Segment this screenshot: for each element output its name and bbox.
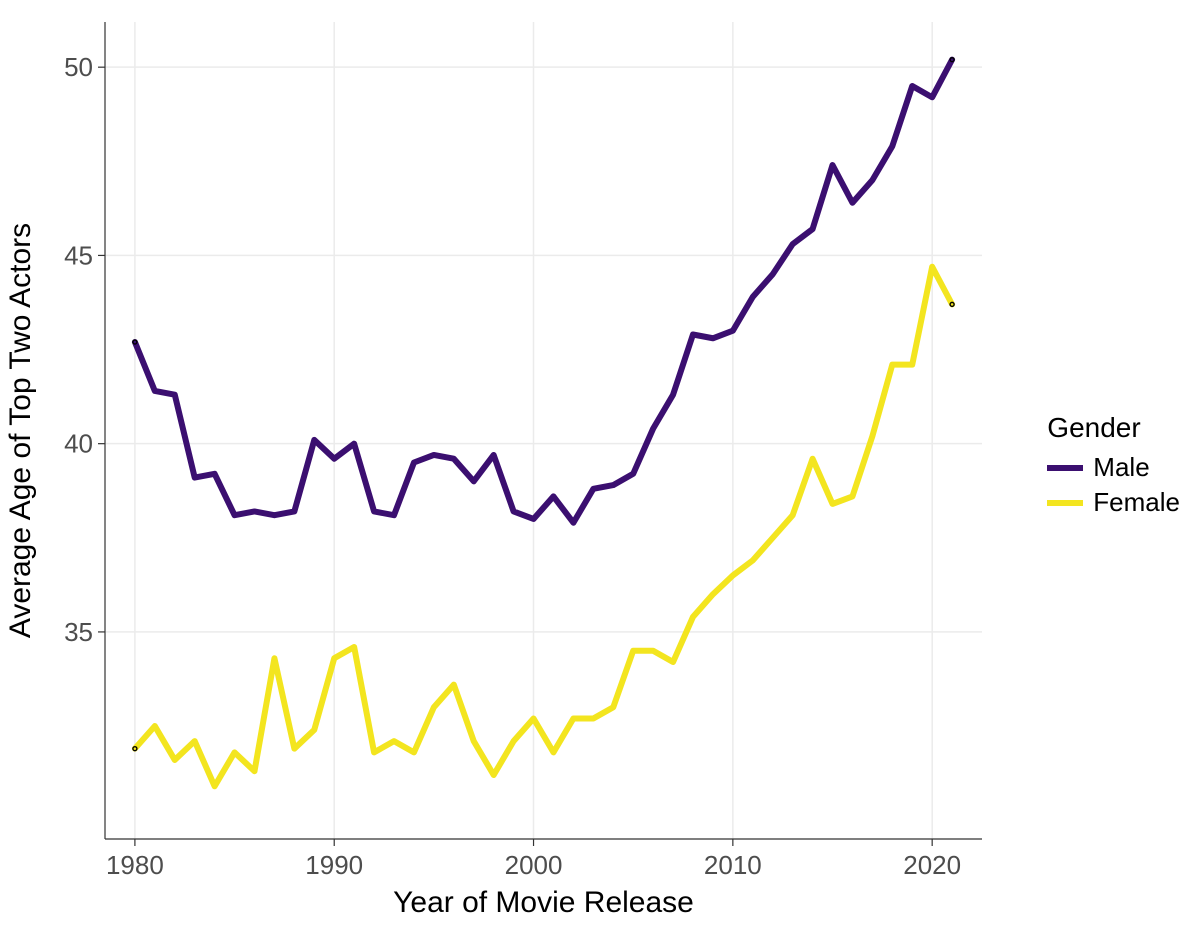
legend: Gender Male Female <box>1037 412 1200 522</box>
endpoint-marker <box>950 58 954 62</box>
legend-swatch <box>1047 465 1083 471</box>
y-tick-label: 35 <box>64 617 93 647</box>
y-tick-label: 50 <box>64 52 93 82</box>
x-tick-label: 2000 <box>505 850 563 880</box>
x-tick-label: 1990 <box>305 850 363 880</box>
x-tick-label: 1980 <box>106 850 164 880</box>
y-axis-title: Average Age of Top Two Actors <box>4 223 37 638</box>
y-tick-label: 40 <box>64 429 93 459</box>
x-tick-label: 2020 <box>903 850 961 880</box>
legend-label: Male <box>1093 452 1149 483</box>
chart-plot-area: 1980 1990 2000 2010 2020 35 40 45 50 Year of Movi… <box>0 0 1037 934</box>
legend-item: Female <box>1047 487 1180 518</box>
legend-label: Female <box>1093 487 1180 518</box>
x-axis-title: Year of Movie Release <box>393 886 694 919</box>
endpoint-marker <box>133 340 137 344</box>
y-tick-label: 45 <box>64 240 93 270</box>
legend-item: Male <box>1047 452 1180 483</box>
x-tick-label: 2010 <box>704 850 762 880</box>
legend-title: Gender <box>1047 412 1180 444</box>
legend-swatch <box>1047 500 1083 506</box>
chart-container: 1980 1990 2000 2010 2020 35 40 45 50 Year of Movi… <box>0 0 1200 934</box>
line-chart-svg: 1980 1990 2000 2010 2020 35 40 45 50 Year of Movi… <box>0 0 1000 934</box>
panel-bg <box>105 22 982 839</box>
endpoint-marker <box>133 747 137 751</box>
legend-items: Male Female <box>1047 452 1180 518</box>
endpoint-marker <box>950 302 954 306</box>
